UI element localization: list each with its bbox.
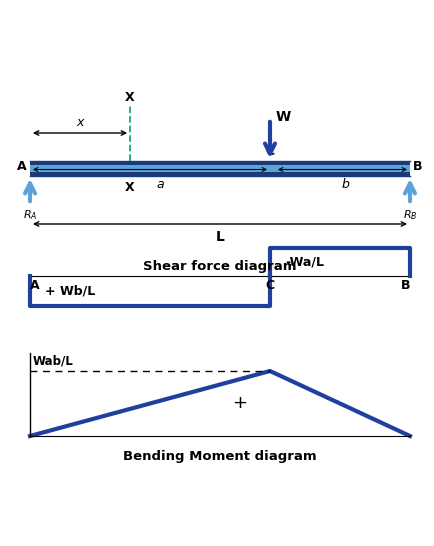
Text: Shear force diagram: Shear force diagram [143, 260, 296, 273]
Text: $R_B$: $R_B$ [402, 208, 416, 222]
Text: L: L [215, 230, 224, 244]
Bar [30, 172, 409, 176]
Text: Bending Moment diagram: Bending Moment diagram [123, 450, 316, 463]
Text: X: X [125, 181, 135, 194]
Text: B: B [400, 279, 409, 292]
Text: A: A [17, 160, 27, 173]
Text: A: A [30, 279, 39, 292]
Text: Wab/L: Wab/L [33, 355, 74, 368]
Text: X: X [125, 91, 135, 104]
Text: x: x [76, 116, 83, 129]
Bar [30, 161, 409, 165]
Text: +: + [232, 395, 247, 412]
Text: b: b [340, 177, 348, 191]
Text: a: a [156, 177, 164, 191]
Text: C: C [265, 279, 274, 292]
Text: $R_A$: $R_A$ [23, 208, 37, 222]
Text: B: B [412, 160, 421, 173]
Text: -Wa/L: -Wa/L [284, 256, 323, 269]
Text: + Wb/L: + Wb/L [45, 284, 95, 298]
Bar [30, 165, 409, 172]
Text: W: W [275, 110, 291, 124]
Text: C: C [265, 145, 274, 158]
